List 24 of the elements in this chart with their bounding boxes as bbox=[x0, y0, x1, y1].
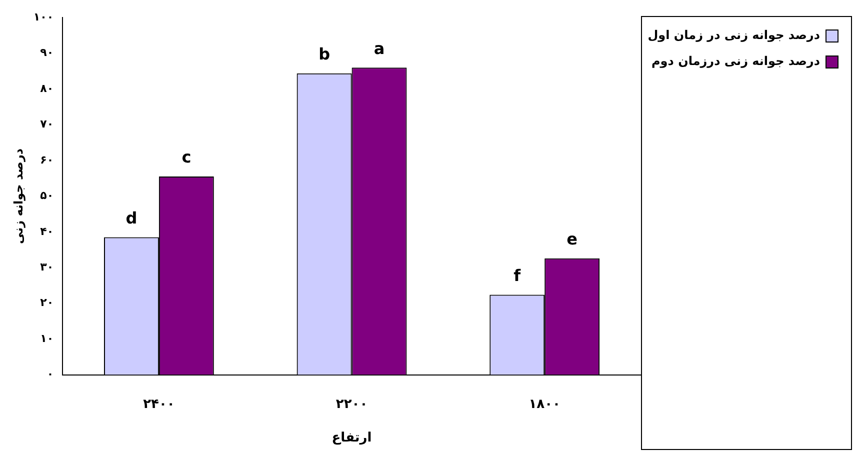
y-tick-label: ۶۰ bbox=[40, 153, 54, 166]
y-tick-label: ۱۰۰ bbox=[33, 10, 54, 24]
y-tick-label: ۹۰ bbox=[40, 46, 54, 60]
legend-label: درصد جوانه زنی در زمان اول bbox=[648, 28, 820, 42]
y-tick-label: ۵۰ bbox=[40, 189, 54, 202]
annotation: b bbox=[318, 44, 330, 64]
x-axis-title: ارتفاع bbox=[332, 430, 372, 446]
annotation: a bbox=[374, 38, 385, 58]
legend-label: درصد جوانه زنی درزمان دوم bbox=[652, 54, 820, 68]
y-tick-label: ۸۰ bbox=[40, 82, 54, 95]
x-tick-label: ۱۸۰۰ bbox=[528, 396, 560, 412]
y-tick-label: ۱۰ bbox=[40, 332, 54, 345]
annotation: e bbox=[566, 230, 578, 249]
y-tick-label: ۳۰ bbox=[40, 260, 54, 274]
annotation: d bbox=[126, 208, 138, 228]
y-tick-label: ۷۰ bbox=[40, 118, 54, 131]
annotation: c bbox=[182, 148, 192, 167]
annotation: f bbox=[514, 266, 522, 285]
y-tick-label: ۲۰ bbox=[40, 296, 54, 310]
y-tick-label: ۰ bbox=[46, 368, 54, 381]
y-axis-title: درصد جوانه زنی bbox=[11, 148, 26, 244]
x-tick-label: ۲۲۰۰ bbox=[336, 396, 368, 412]
x-tick-label: ۲۴۰۰ bbox=[143, 396, 175, 412]
y-tick-label: ۴۰ bbox=[40, 224, 54, 238]
